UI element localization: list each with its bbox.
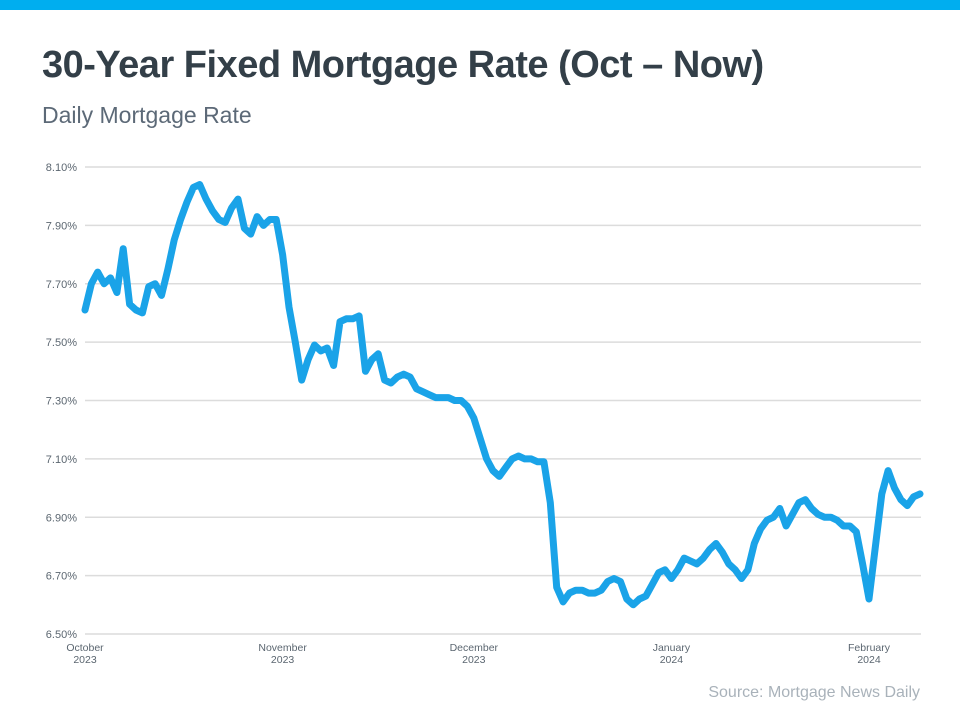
x-axis-tick-year: 2023 [271,654,295,666]
source-attribution: Source: Mortgage News Daily [708,684,920,701]
y-axis-tick-label: 7.30% [46,396,77,408]
x-axis-tick-year: 2024 [660,654,684,666]
y-axis-tick-label: 7.50% [46,337,77,349]
x-axis-tick-month: November [258,642,307,654]
x-axis-tick-year: 2024 [857,654,881,666]
y-axis-tick-label: 6.70% [46,571,77,583]
page-title: 30-Year Fixed Mortgage Rate (Oct – Now) [42,44,764,86]
x-axis-tick-month: February [848,642,891,654]
x-axis-tick-year: 2023 [73,654,97,666]
mortgage-rate-line [81,181,924,609]
y-axis-tick-label: 6.50% [46,629,77,641]
x-axis-tick-month: December [450,642,499,654]
x-axis-tick-year: 2023 [462,654,486,666]
x-axis-tick-month: October [66,642,104,654]
y-axis-tick-label: 6.90% [46,512,77,524]
y-axis-tick-label: 7.10% [46,454,77,466]
x-axis-tick-month: January [653,642,691,654]
y-axis-tick-label: 7.70% [46,279,77,291]
chart-subtitle: Daily Mortgage Rate [42,102,252,128]
y-axis-tick-label: 8.10% [46,162,77,174]
y-axis-tick-label: 7.90% [46,220,77,232]
brand-accent-bar [0,0,960,10]
